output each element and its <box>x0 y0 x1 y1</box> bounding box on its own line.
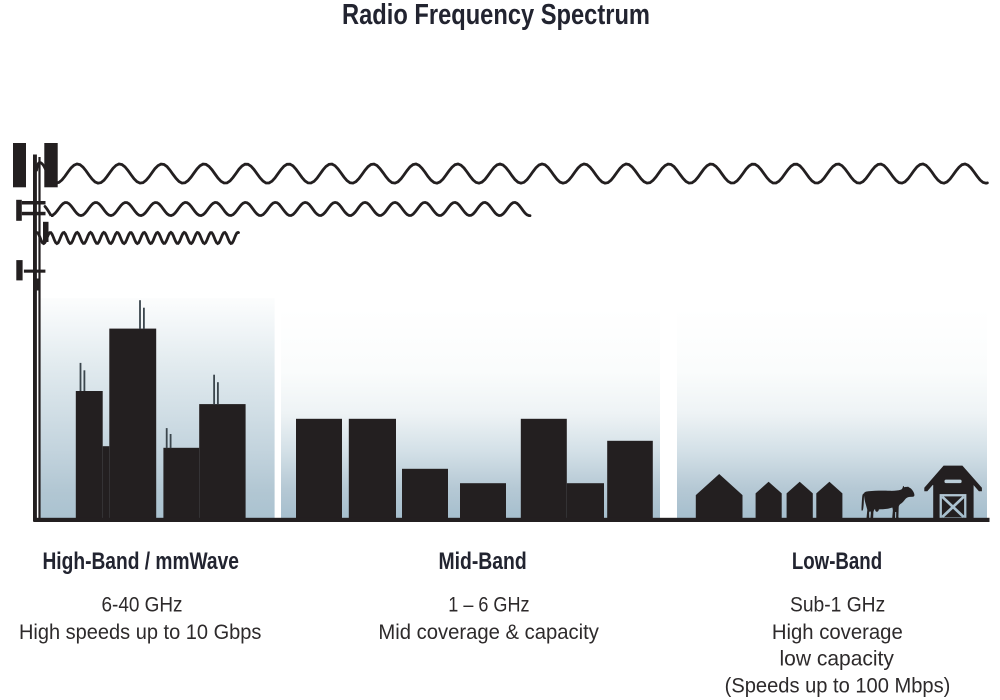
svg-text:High-Band / mmWave: High-Band / mmWave <box>42 548 239 575</box>
svg-text:Mid-Band: Mid-Band <box>439 548 527 575</box>
svg-text:6-40 GHz: 6-40 GHz <box>102 594 183 617</box>
svg-text:High coverage: High coverage <box>772 621 903 644</box>
svg-text:Mid coverage & capacity: Mid coverage & capacity <box>378 621 599 644</box>
svg-text:1 – 6 GHz: 1 – 6 GHz <box>448 594 529 617</box>
svg-text:low capacity: low capacity <box>780 648 895 671</box>
svg-text:Radio Frequency Spectrum: Radio Frequency Spectrum <box>342 0 650 31</box>
svg-text:(Speeds up to 100 Mbps): (Speeds up to 100 Mbps) <box>725 675 951 698</box>
svg-text:High speeds up to 10 Gbps: High speeds up to 10 Gbps <box>19 621 262 644</box>
svg-text:Sub-1 GHz: Sub-1 GHz <box>790 594 885 617</box>
svg-text:Low-Band: Low-Band <box>792 548 882 575</box>
